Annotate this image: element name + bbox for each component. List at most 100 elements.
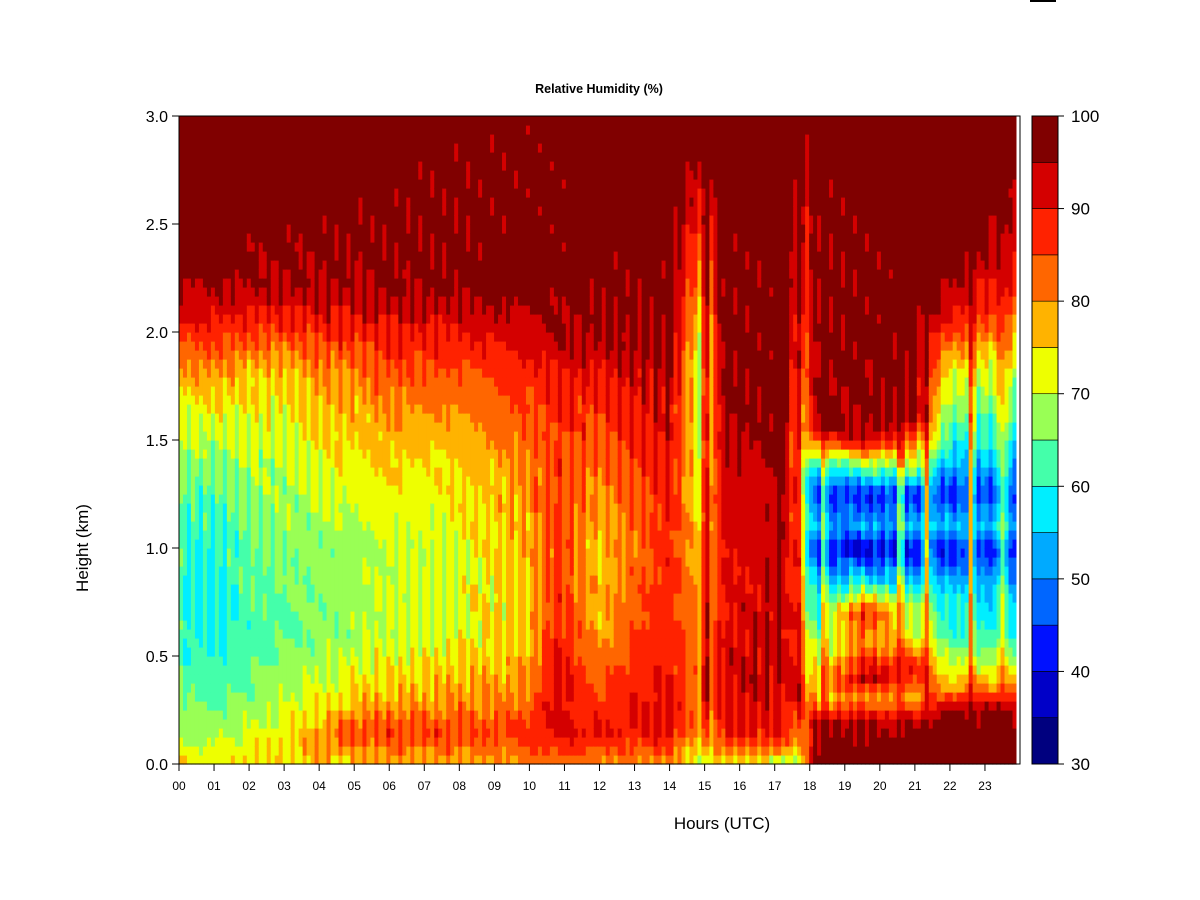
heat-cell bbox=[290, 530, 296, 540]
heat-cell bbox=[202, 188, 208, 198]
heat-cell bbox=[330, 161, 336, 171]
heat-cell bbox=[382, 575, 387, 585]
heat-cell bbox=[214, 404, 220, 414]
heat-cell bbox=[402, 242, 407, 252]
heat-cell bbox=[194, 476, 200, 486]
heat-cell bbox=[246, 503, 252, 513]
heat-cell bbox=[190, 503, 196, 513]
heat-cell bbox=[298, 215, 304, 225]
heat-cell bbox=[306, 314, 312, 324]
heat-cell bbox=[258, 152, 264, 162]
heat-cell bbox=[198, 332, 204, 342]
heat-cell bbox=[446, 323, 451, 333]
heat-cell bbox=[418, 746, 423, 756]
heat-cell bbox=[238, 152, 244, 162]
heat-cell bbox=[390, 485, 395, 495]
heat-cell bbox=[238, 125, 244, 135]
heat-cell bbox=[294, 728, 300, 738]
heat-cell bbox=[330, 665, 336, 675]
heat-cell bbox=[302, 512, 308, 522]
heat-cell bbox=[274, 728, 280, 738]
heat-cell bbox=[222, 278, 228, 288]
heat-cell bbox=[210, 350, 216, 360]
heat-cell bbox=[370, 746, 376, 756]
heat-cell bbox=[326, 314, 332, 324]
heat-cell bbox=[418, 638, 423, 648]
heat-cell bbox=[266, 422, 272, 432]
heat-cell bbox=[438, 332, 443, 342]
heat-cell bbox=[246, 386, 252, 396]
heat-cell bbox=[358, 467, 364, 477]
heat-cell bbox=[306, 476, 312, 486]
heat-cell bbox=[270, 593, 276, 603]
heat-cell bbox=[179, 116, 184, 126]
heat-cell bbox=[334, 593, 340, 603]
heat-cell bbox=[282, 422, 288, 432]
heat-cell bbox=[450, 161, 455, 171]
heat-cell bbox=[326, 494, 332, 504]
heat-cell bbox=[302, 611, 308, 621]
heat-cell bbox=[422, 224, 427, 234]
heat-cell bbox=[322, 584, 328, 594]
heat-cell bbox=[250, 224, 256, 234]
heat-cell bbox=[418, 305, 423, 315]
heat-cell bbox=[358, 620, 364, 630]
heat-cell bbox=[282, 215, 288, 225]
heat-cell bbox=[446, 404, 451, 414]
heat-cell bbox=[214, 701, 220, 711]
heat-cell bbox=[230, 143, 236, 153]
heat-cell bbox=[326, 584, 332, 594]
heat-cell bbox=[330, 206, 336, 216]
heat-cell bbox=[226, 314, 232, 324]
heat-cell bbox=[294, 638, 300, 648]
heat-cell bbox=[294, 341, 300, 351]
heat-cell bbox=[370, 521, 376, 531]
heat-cell bbox=[210, 719, 216, 729]
heat-cell bbox=[390, 296, 395, 306]
heat-cell bbox=[258, 710, 264, 720]
heat-cell bbox=[230, 296, 236, 306]
heat-cell bbox=[302, 125, 308, 135]
heat-cell bbox=[250, 467, 256, 477]
heat-cell bbox=[454, 755, 459, 765]
heat-cell bbox=[250, 152, 256, 162]
heat-cell bbox=[190, 323, 196, 333]
heat-cell bbox=[358, 386, 364, 396]
heat-cell bbox=[322, 665, 328, 675]
heat-cell bbox=[182, 503, 188, 513]
heat-cell bbox=[346, 647, 352, 657]
heat-cell bbox=[254, 746, 260, 756]
heat-cell bbox=[302, 395, 308, 405]
heat-cell bbox=[382, 188, 387, 198]
heat-cell bbox=[250, 530, 256, 540]
heat-cell bbox=[434, 665, 439, 675]
heat-cell bbox=[302, 341, 308, 351]
heat-cell bbox=[354, 161, 360, 171]
heat-cell bbox=[322, 710, 328, 720]
heat-cell bbox=[418, 692, 423, 702]
heat-cell bbox=[410, 746, 415, 756]
heat-cell bbox=[338, 287, 344, 297]
heat-cell bbox=[394, 638, 399, 648]
heat-cell bbox=[258, 656, 264, 666]
heat-cell bbox=[226, 440, 232, 450]
heat-cell bbox=[430, 485, 435, 495]
heat-cell bbox=[194, 467, 200, 477]
heat-cell bbox=[214, 260, 220, 270]
heat-cell bbox=[262, 494, 268, 504]
heat-cell bbox=[302, 566, 308, 576]
heat-cell bbox=[418, 215, 423, 225]
heat-cell bbox=[418, 224, 423, 234]
heat-cell bbox=[382, 539, 387, 549]
heat-cell bbox=[286, 728, 292, 738]
heat-cell bbox=[254, 548, 260, 558]
heat-cell bbox=[378, 287, 383, 297]
heat-cell bbox=[310, 341, 316, 351]
heat-cell bbox=[230, 179, 236, 189]
heat-cell bbox=[294, 449, 300, 459]
heat-cell bbox=[366, 602, 372, 612]
heat-cell bbox=[410, 431, 415, 441]
heat-cell bbox=[230, 575, 236, 585]
heat-cell bbox=[234, 566, 240, 576]
heat-cell bbox=[430, 305, 435, 315]
